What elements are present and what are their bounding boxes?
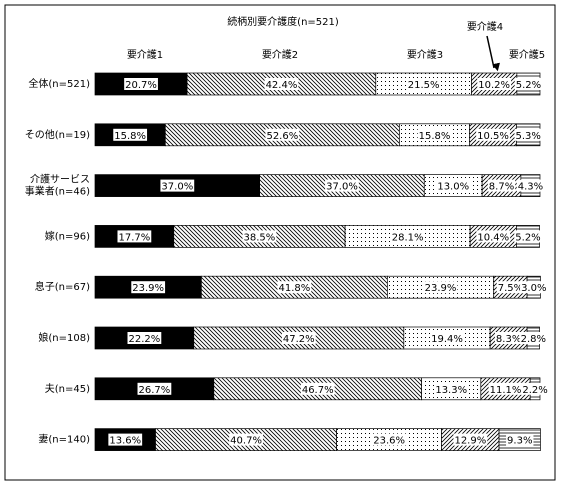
value-label-bg: [277, 281, 312, 294]
y-tick-label: 息子(n=67): [35, 280, 90, 293]
value-label: 8.3%: [496, 334, 521, 345]
value-label: 26.7%: [139, 385, 171, 396]
value-label-bg: [131, 281, 166, 294]
value-label-bg: [265, 128, 300, 141]
value-label-bg: [300, 382, 335, 395]
value-label-bg: [514, 78, 543, 90]
value-label-bg: [434, 382, 469, 395]
value-label-bg: [390, 230, 425, 243]
value-label: 52.6%: [266, 131, 298, 142]
value-label: 17.7%: [118, 232, 150, 243]
y-tick-label: 妻(n=140): [38, 433, 90, 446]
value-label-bg: [264, 78, 299, 90]
value-label: 20.7%: [125, 80, 157, 91]
y-tick-label: 介護サービス事業者(n=46): [25, 173, 90, 198]
value-label-bg: [242, 230, 277, 243]
value-label: 5.2%: [516, 80, 541, 91]
annotation-arrow: [486, 35, 500, 72]
value-label: 11.1%: [490, 385, 522, 396]
legend-label: 要介護5: [509, 48, 545, 61]
value-label: 13.6%: [109, 436, 141, 447]
value-label-bg: [519, 332, 548, 344]
value-label: 23.9%: [132, 283, 164, 294]
value-label: 5.3%: [516, 131, 541, 142]
value-label: 10.5%: [477, 131, 509, 142]
value-label: 23.6%: [373, 436, 405, 447]
value-label: 37.0%: [161, 182, 193, 193]
value-label-bg: [124, 78, 158, 90]
value-label: 46.7%: [302, 385, 334, 396]
value-label: 40.7%: [230, 436, 262, 447]
value-label-bg: [496, 281, 525, 294]
value-label: 7.5%: [498, 283, 523, 294]
value-label: 21.5%: [408, 80, 440, 91]
value-label-bg: [520, 281, 548, 294]
value-label: 2.8%: [521, 334, 546, 345]
legend-label: 要介護1: [127, 48, 163, 61]
value-label-bg: [423, 281, 458, 294]
value-label-bg: [281, 332, 316, 344]
value-label: 28.1%: [392, 232, 424, 243]
value-label: 5.2%: [515, 232, 540, 243]
value-label: 23.9%: [425, 283, 457, 294]
value-label: 41.8%: [278, 283, 310, 294]
value-label: 22.2%: [129, 334, 161, 345]
value-label: 10.4%: [477, 232, 509, 243]
value-label-bg: [229, 433, 263, 446]
value-label-bg: [417, 128, 452, 141]
value-label-bg: [477, 78, 512, 90]
value-label-bg: [436, 179, 471, 192]
value-label-bg: [521, 382, 549, 395]
value-label-bg: [325, 179, 359, 192]
value-label-bg: [514, 128, 542, 141]
value-label: 13.3%: [435, 385, 467, 396]
value-label-bg: [127, 332, 162, 344]
value-label: 15.8%: [419, 131, 451, 142]
legend-label: 要介護3: [407, 48, 443, 61]
value-label-bg: [476, 230, 511, 243]
y-tick-label: 全体(n=521): [28, 77, 90, 90]
value-label: 8.7%: [489, 182, 514, 193]
y-tick-label: 夫(n=45): [45, 383, 90, 395]
value-label: 19.4%: [431, 334, 463, 345]
value-label-bg: [137, 382, 172, 395]
value-label-bg: [406, 78, 441, 90]
value-label: 9.3%: [507, 436, 532, 447]
value-label-bg: [494, 332, 523, 344]
value-label-bg: [488, 382, 523, 395]
value-label-bg: [108, 433, 143, 446]
y-tick-label: その他(n=19): [25, 128, 90, 141]
value-label: 4.3%: [518, 182, 543, 193]
value-label: 15.8%: [114, 131, 146, 142]
value-label-bg: [160, 179, 195, 192]
value-label: 12.9%: [454, 436, 486, 447]
value-label-bg: [506, 433, 534, 446]
legend-label: 要介護2: [262, 48, 298, 61]
value-label: 10.2%: [478, 80, 510, 91]
value-label-bg: [430, 332, 464, 344]
value-label: 3.0%: [521, 283, 546, 294]
value-label-bg: [113, 128, 148, 141]
legend-label: 要介護4: [467, 20, 503, 33]
value-label-bg: [117, 230, 152, 243]
value-label: 47.2%: [283, 334, 315, 345]
frame: [4, 4, 556, 481]
y-tick-label: 嫁(n=96): [45, 229, 90, 242]
value-label: 37.0%: [326, 182, 358, 193]
y-tick-label: 娘(n=108): [38, 331, 90, 344]
value-label-bg: [514, 230, 542, 243]
chart-title: 続柄別要介護度(n=521): [227, 15, 339, 28]
value-label-bg: [487, 179, 516, 192]
value-label-bg: [372, 433, 407, 446]
value-label-bg: [476, 128, 510, 141]
value-label-bg: [516, 179, 545, 192]
value-label: 2.2%: [522, 385, 547, 396]
value-label: 13.0%: [437, 182, 469, 193]
value-label: 38.5%: [244, 232, 276, 243]
value-label-bg: [453, 433, 488, 446]
value-label: 42.4%: [266, 80, 298, 91]
